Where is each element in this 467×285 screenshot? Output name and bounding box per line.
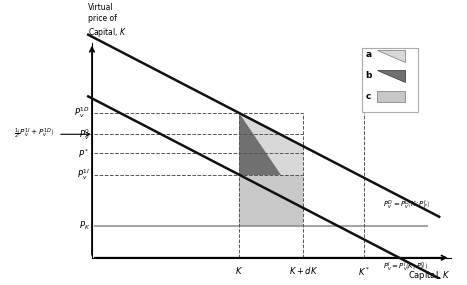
Text: $K^*$: $K^*$ <box>358 265 370 278</box>
Text: $P_v^{0}$: $P_v^{0}$ <box>79 127 90 142</box>
Text: $P_v^D = P_v^D\!\left(K; P_F^I\right)$: $P_v^D = P_v^D\!\left(K; P_F^I\right)$ <box>382 199 430 212</box>
Text: b: b <box>365 71 371 80</box>
Text: Virtual
price of
Capital, $K$: Virtual price of Capital, $K$ <box>88 3 127 38</box>
Text: $K$: $K$ <box>235 265 243 276</box>
Bar <box>362 48 418 112</box>
Text: Capital, $K$: Capital, $K$ <box>408 269 451 282</box>
Polygon shape <box>377 50 405 62</box>
Polygon shape <box>239 175 304 226</box>
Polygon shape <box>377 70 405 82</box>
Text: $P_K$: $P_K$ <box>79 219 90 232</box>
Text: $P_v^{1D}$: $P_v^{1D}$ <box>74 105 90 121</box>
Text: $P_v^I = P_v^I\!\left(K; P_F^0\right)$: $P_v^I = P_v^I\!\left(K; P_F^0\right)$ <box>382 261 427 274</box>
Polygon shape <box>239 113 304 208</box>
Polygon shape <box>239 113 304 208</box>
Text: $K+dK$: $K+dK$ <box>289 265 318 276</box>
Text: $P^*$: $P^*$ <box>78 147 90 160</box>
Text: a: a <box>365 50 371 59</box>
Text: $P_v^{1I}$: $P_v^{1I}$ <box>77 167 90 182</box>
Text: c: c <box>366 92 371 101</box>
Bar <box>377 91 405 102</box>
Text: $\frac{1}{2}\!\left(P_v^{1I}+P_v^{1D}\right)$: $\frac{1}{2}\!\left(P_v^{1I}+P_v^{1D}\ri… <box>14 127 54 141</box>
